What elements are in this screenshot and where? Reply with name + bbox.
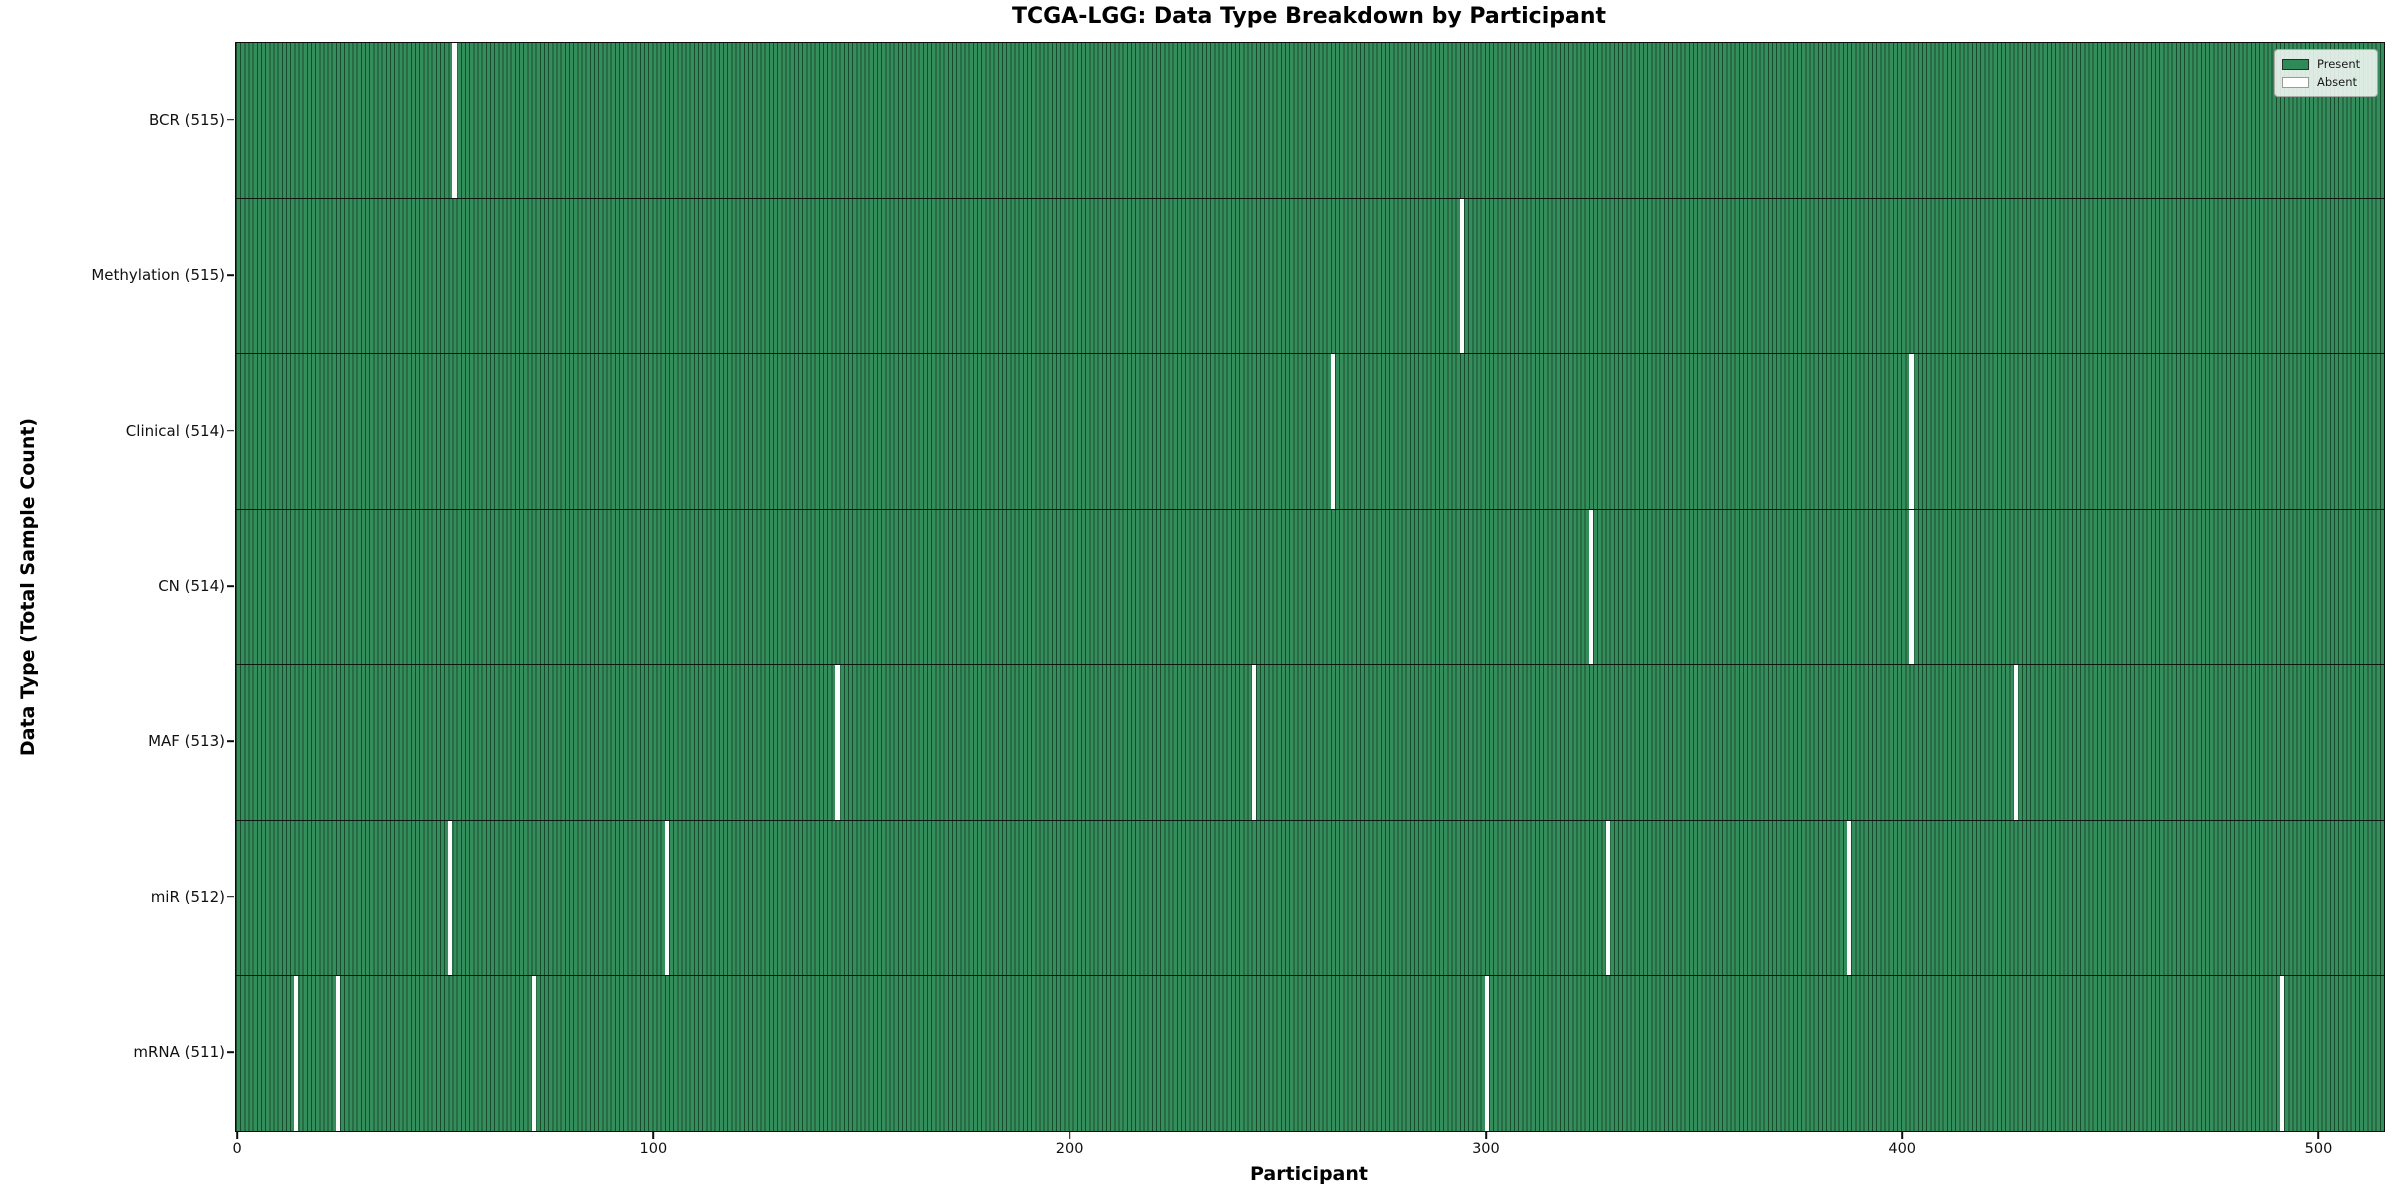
legend-swatch-absent xyxy=(2282,76,2309,88)
absent-mark xyxy=(1459,198,1465,354)
legend: Present Absent xyxy=(2274,49,2378,97)
x-tick-mark xyxy=(1901,1131,1903,1139)
heatmap-row-Methylation xyxy=(236,198,2384,355)
absent-mark xyxy=(1484,976,1490,1132)
x-tick-mark xyxy=(2317,1131,2320,1139)
absent-mark xyxy=(2279,976,2285,1132)
heatmap-row-mRNA xyxy=(236,976,2384,1132)
absent-mark xyxy=(452,43,457,198)
heatmap-row-MAF xyxy=(236,665,2384,821)
plot-area: Present Absent xyxy=(235,42,2385,1132)
legend-label: Present xyxy=(2317,57,2361,71)
absent-mark xyxy=(1588,509,1594,665)
x-tick-label: 200 xyxy=(1055,1141,1084,1157)
absent-mark xyxy=(1251,665,1256,820)
y-tick-mark xyxy=(227,1051,234,1054)
absent-mark xyxy=(2013,665,2018,820)
x-tick-label: 0 xyxy=(232,1141,242,1157)
y-tick-mark xyxy=(227,585,234,587)
y-tick-label: CN (514) xyxy=(158,577,225,595)
heatmap-rows xyxy=(236,43,2384,1132)
y-tick-label: MAF (513) xyxy=(148,732,225,751)
y-tick-mark xyxy=(227,740,234,743)
x-tick-mark xyxy=(1485,1131,1487,1139)
x-tick-mark xyxy=(1068,1131,1071,1139)
absent-mark xyxy=(1909,509,1914,665)
absent-mark xyxy=(294,976,299,1132)
legend-items: Present Absent xyxy=(2282,55,2370,91)
absent-mark xyxy=(531,976,536,1132)
absent-mark xyxy=(448,820,453,976)
legend-label: Absent xyxy=(2317,75,2358,89)
heatmap-row-Clinical xyxy=(236,354,2384,510)
y-tick-mark xyxy=(227,274,234,276)
x-tick-mark xyxy=(236,1131,238,1139)
heatmap-row-miR xyxy=(236,820,2384,977)
x-tick-mark xyxy=(652,1131,655,1139)
heatmap-row-CN xyxy=(236,509,2384,666)
legend-item-absent: Absent xyxy=(2282,73,2370,91)
x-tick-label: 500 xyxy=(2304,1141,2333,1157)
x-tick-label: 300 xyxy=(1472,1141,1500,1157)
absent-mark xyxy=(1330,354,1335,509)
y-tick-label: miR (512) xyxy=(150,887,225,906)
absent-mark xyxy=(1605,820,1610,976)
absent-mark xyxy=(335,976,341,1132)
y-tick-mark xyxy=(227,118,234,121)
y-tick-label: BCR (515) xyxy=(148,110,225,129)
y-tick-mark xyxy=(227,896,234,898)
chart-title: TCGA-LGG: Data Type Breakdown by Partici… xyxy=(1011,4,1607,29)
x-tick-label: 400 xyxy=(1888,1141,1917,1157)
y-tick-label: Methylation (515) xyxy=(91,266,225,285)
y-tick-label: mRNA (511) xyxy=(133,1043,225,1062)
y-tick-mark xyxy=(227,429,234,432)
legend-item-present: Present xyxy=(2282,55,2370,73)
heatmap-row-BCR xyxy=(236,43,2384,199)
absent-mark xyxy=(835,665,840,820)
y-tick-label: Clinical (514) xyxy=(125,421,225,440)
absent-mark xyxy=(1909,354,1914,509)
x-axis-label: Participant xyxy=(1249,1163,1368,1185)
absent-mark xyxy=(1847,820,1852,976)
legend-swatch-present xyxy=(2282,58,2309,70)
absent-mark xyxy=(664,820,669,976)
x-tick-label: 100 xyxy=(639,1141,668,1157)
